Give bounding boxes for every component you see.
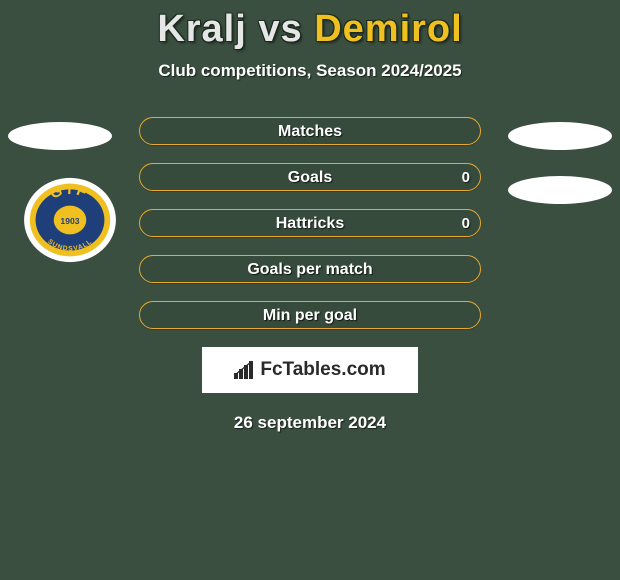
brand-logo: FcTables.com: [234, 359, 385, 381]
page-title: Kralj vs Demirol: [0, 0, 620, 51]
vs-text: vs: [258, 8, 302, 50]
stat-row-hattricks: Hattricks 0: [139, 209, 481, 237]
stat-row-min-per-goal: Min per goal: [139, 301, 481, 329]
crest-placeholder-left: [8, 122, 112, 150]
footer-date: 26 september 2024: [0, 413, 620, 433]
subtitle: Club competitions, Season 2024/2025: [0, 61, 620, 81]
crest-placeholder-right-1: [508, 122, 612, 150]
player2-name: Demirol: [314, 8, 462, 50]
stat-row-goals-per-match: Goals per match: [139, 255, 481, 283]
club-badge: 1903 GIF SUNDSVALL: [22, 176, 118, 264]
brand-box: FcTables.com: [202, 347, 418, 393]
stat-label: Goals: [140, 164, 480, 190]
stat-label: Min per goal: [140, 302, 480, 328]
stat-row-goals: Goals 0: [139, 163, 481, 191]
brand-text: FcTables.com: [260, 359, 385, 381]
bars-icon: [234, 361, 256, 379]
crest-placeholder-right-2: [508, 176, 612, 204]
stat-label: Hattricks: [140, 210, 480, 236]
player1-name: Kralj: [157, 8, 246, 50]
svg-text:1903: 1903: [60, 216, 79, 226]
stat-label: Goals per match: [140, 256, 480, 282]
stat-value-right: 0: [462, 210, 470, 236]
stat-row-matches: Matches: [139, 117, 481, 145]
stat-label: Matches: [140, 118, 480, 144]
stat-value-right: 0: [462, 164, 470, 190]
